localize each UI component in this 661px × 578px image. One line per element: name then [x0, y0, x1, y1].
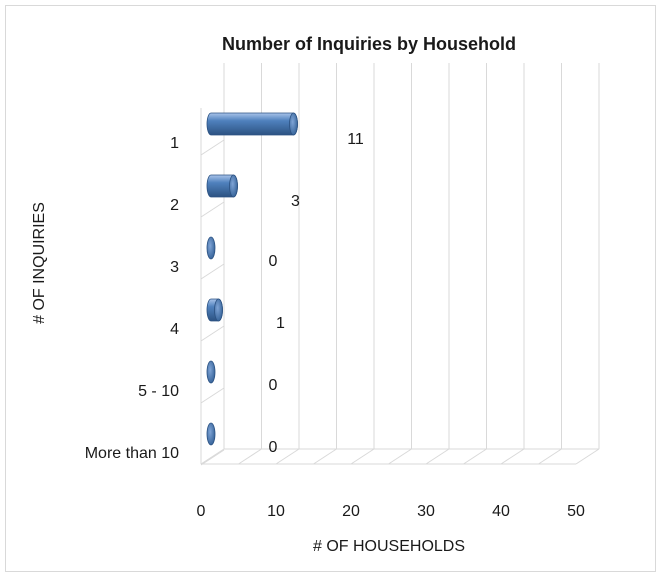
- side-wall-divider: [200, 325, 225, 342]
- floor-gridline: [350, 448, 375, 465]
- bar-cap: [214, 298, 223, 322]
- floor-gridline: [425, 448, 450, 465]
- floor-gridline: [275, 448, 300, 465]
- floor-gridline: [463, 448, 487, 465]
- bar-body: [206, 112, 298, 136]
- category-label: 5 - 10: [138, 383, 179, 400]
- floor-gridline: [500, 448, 525, 465]
- category-label: More than 10: [85, 445, 179, 462]
- data-label: 1: [276, 315, 285, 332]
- floor-gridline: [538, 448, 562, 465]
- bar-chart: Number of Inquiries by Household 1 2 3 4 5 -…: [31, 34, 600, 555]
- bar-5---10: [206, 360, 216, 384]
- floor-gridline: [313, 448, 337, 465]
- x-axis-title: # OF HOUSEHOLDS: [313, 538, 465, 555]
- bar-more-than-10: [206, 422, 216, 446]
- bar-2: [206, 174, 238, 198]
- side-wall-divider: [200, 139, 225, 156]
- chart-frame: Number of Inquiries by Household 1 2 3 4 5 -…: [5, 5, 656, 572]
- x-tick-labels: 0 10 20 30 40 50: [197, 503, 585, 520]
- x-tick-label: 40: [492, 503, 510, 520]
- side-wall-divider: [200, 263, 225, 280]
- data-label: 0: [269, 253, 278, 270]
- x-tick-label: 50: [567, 503, 585, 520]
- bar-cap: [289, 112, 298, 136]
- category-label: 2: [170, 197, 179, 214]
- category-label: 4: [170, 321, 179, 338]
- category-labels: 1 2 3 4 5 - 10 More than 10: [85, 135, 179, 462]
- x-tick-label: 0: [197, 503, 206, 520]
- data-labels: 11 3 0 1 0 0: [269, 131, 364, 456]
- bar-cap: [229, 174, 238, 198]
- chart-title: Number of Inquiries by Household: [222, 34, 516, 54]
- category-label: 1: [170, 135, 179, 152]
- floor-gridline: [388, 448, 412, 465]
- bar-1: [206, 112, 298, 136]
- bar-4: [206, 298, 223, 322]
- gridlines: [200, 63, 600, 466]
- floor-gridline: [238, 448, 262, 465]
- side-wall-divider: [200, 387, 225, 404]
- bar-cap: [206, 360, 216, 384]
- side-wall-divider: [200, 201, 225, 218]
- data-label: 0: [269, 377, 278, 394]
- x-tick-label: 10: [267, 503, 285, 520]
- category-label: 3: [170, 259, 179, 276]
- data-label: 3: [291, 193, 300, 210]
- floor-gridline: [200, 448, 225, 465]
- bar-cap: [206, 236, 216, 260]
- x-tick-label: 20: [342, 503, 360, 520]
- data-label: 11: [347, 131, 364, 148]
- x-tick-label: 30: [417, 503, 435, 520]
- bar-cap: [206, 422, 216, 446]
- floor-gridline: [575, 448, 600, 465]
- data-label: 0: [269, 439, 278, 456]
- y-axis-title: # OF INQUIRIES: [31, 202, 48, 324]
- bars: [206, 112, 298, 446]
- side-wall-divider: [200, 449, 225, 466]
- bar-3: [206, 236, 216, 260]
